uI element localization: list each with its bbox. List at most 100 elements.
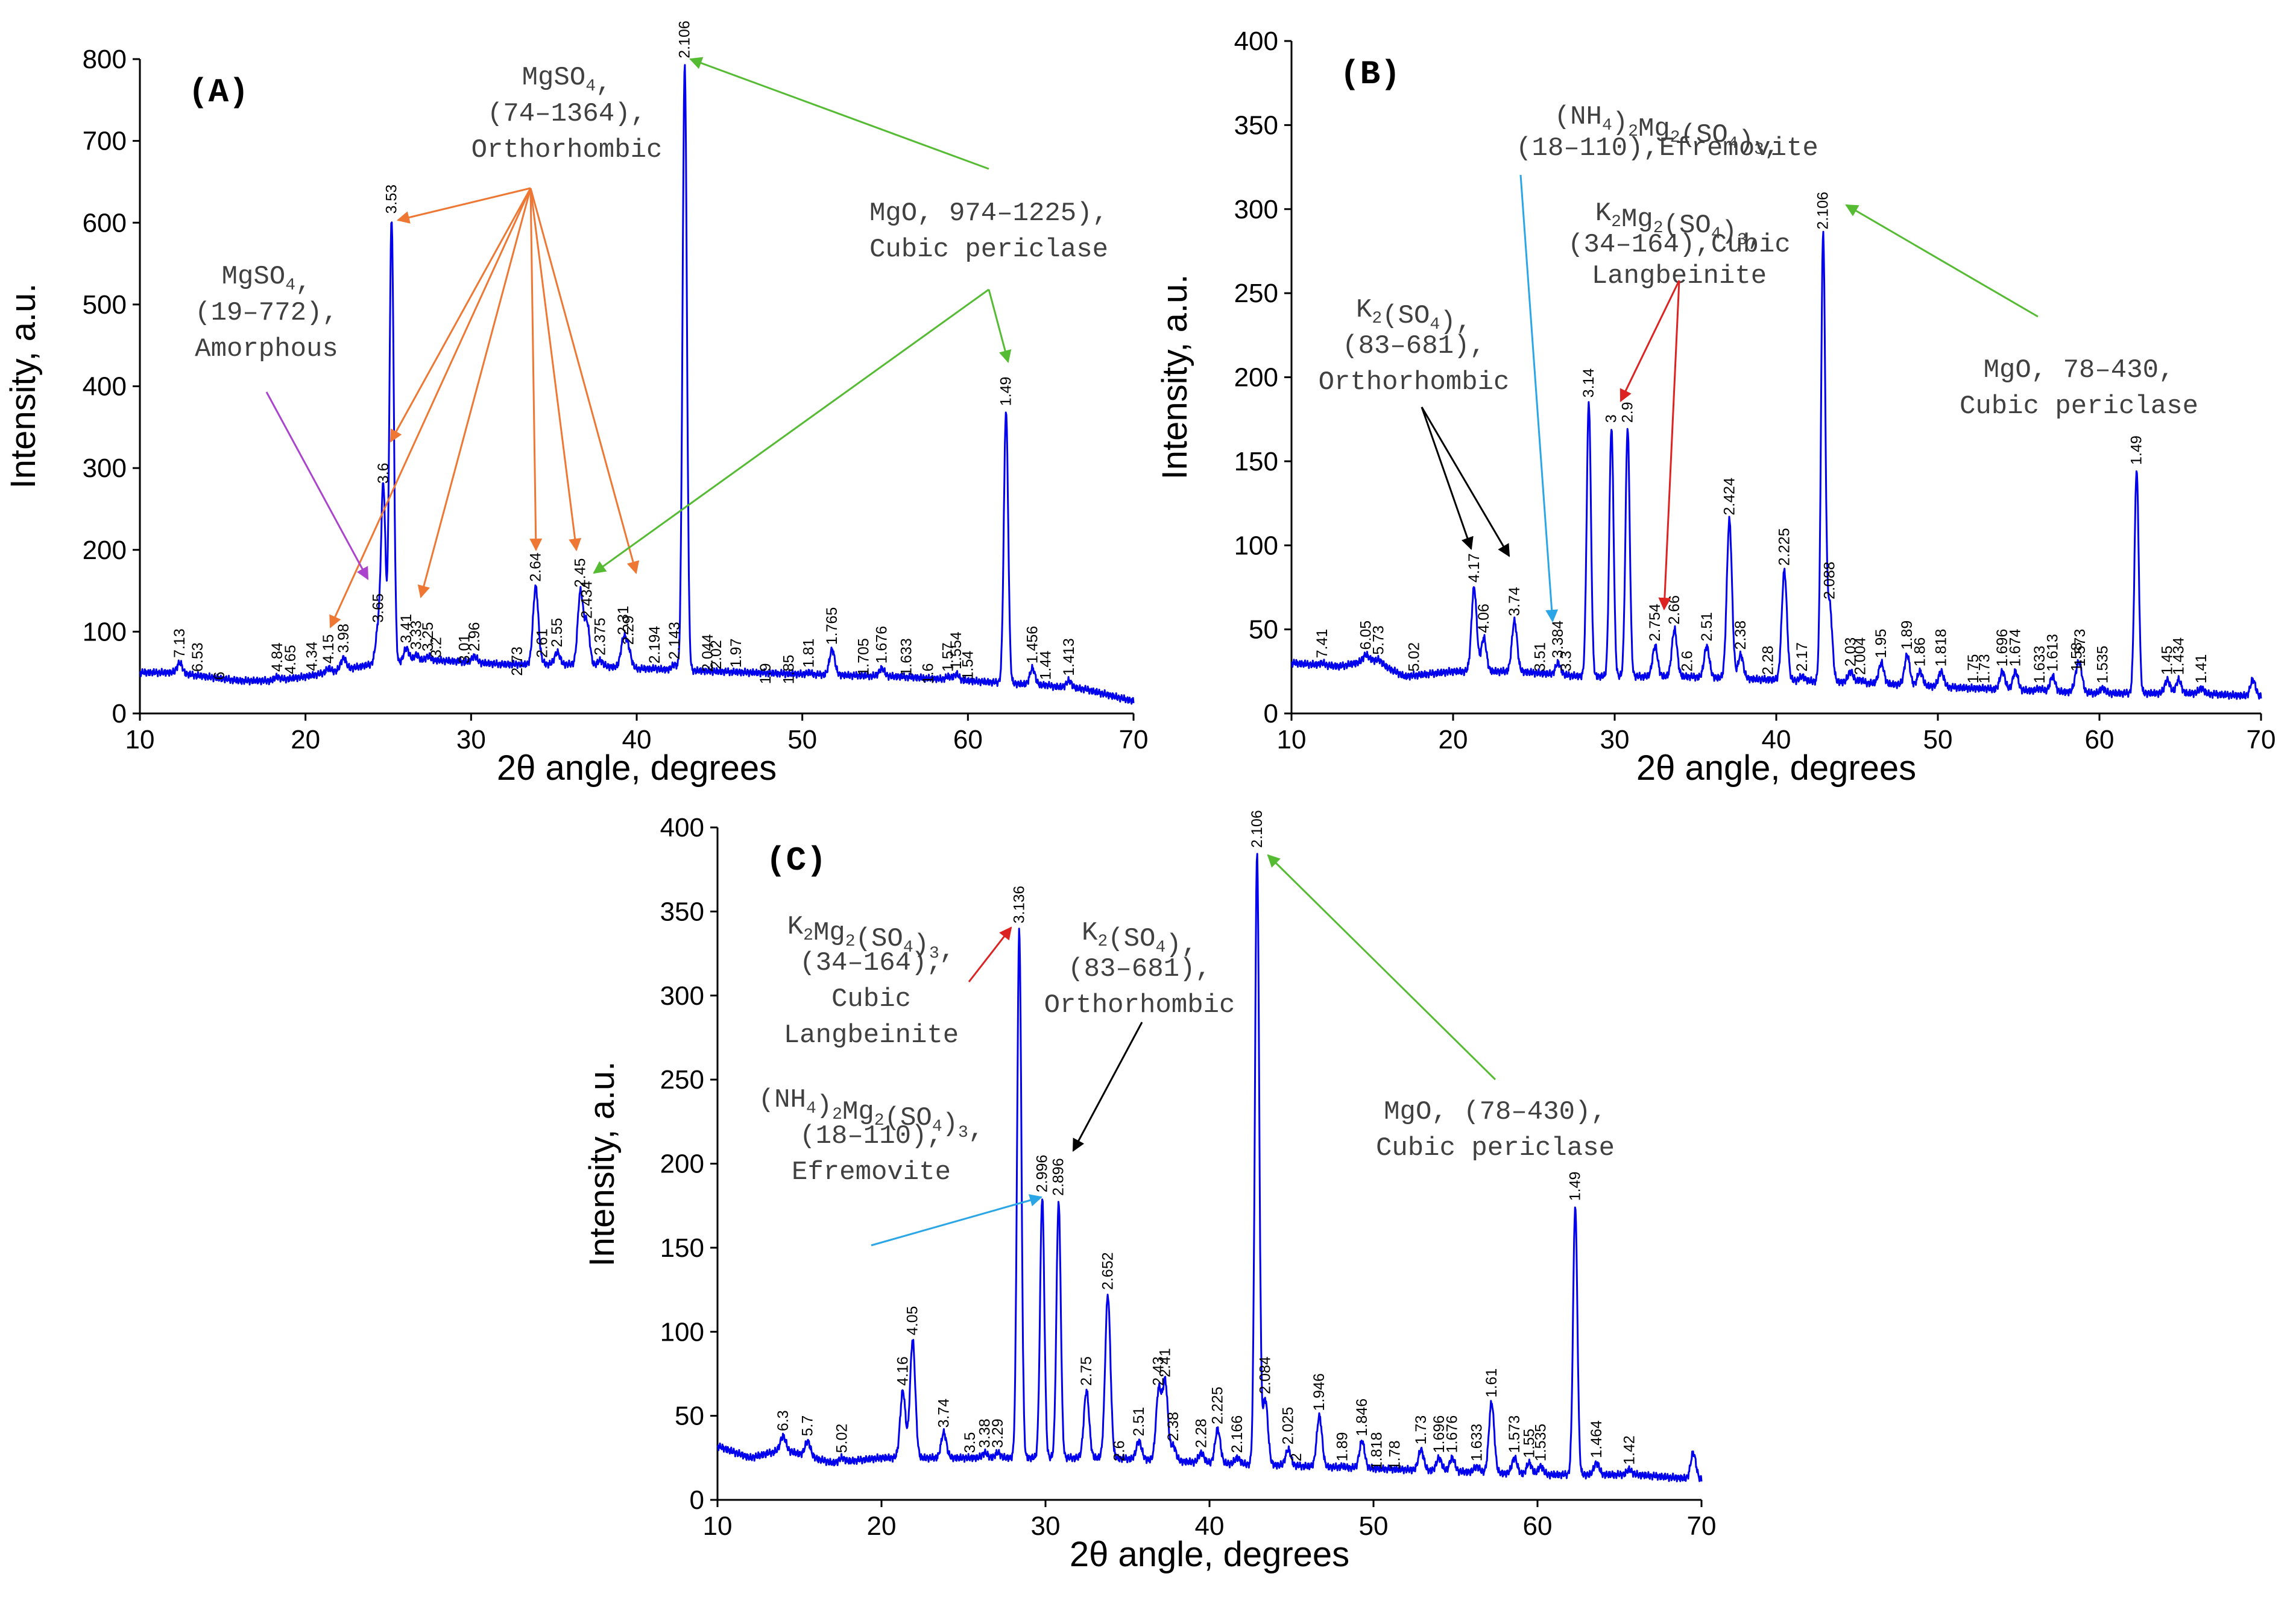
annotation-text-line: Orthorhombic bbox=[472, 135, 663, 165]
x-tick-label: 60 bbox=[1523, 1511, 1553, 1541]
x-tick-label: 20 bbox=[867, 1511, 897, 1541]
phase-annotation-red: K2Mg2(SO4)3,(34–164), Cubic Langbeinite bbox=[784, 912, 1012, 1051]
peak-d-spacing-label: 2.41 bbox=[1157, 1348, 1174, 1377]
y-tick-label: 150 bbox=[1234, 447, 1278, 476]
peak-d-spacing-label: 1.85 bbox=[781, 655, 798, 685]
y-tick-label: 0 bbox=[112, 699, 127, 729]
peak-d-spacing-label: 2.424 bbox=[1721, 478, 1738, 516]
peak-d-spacing-label: 2.896 bbox=[1050, 1158, 1067, 1196]
annotation-text-line: Orthorhombic bbox=[1044, 990, 1235, 1020]
peak-d-spacing-label: 1.633 bbox=[898, 638, 915, 676]
peak-d-spacing-label: 2.66 bbox=[1666, 595, 1683, 625]
phase-annotation-blue: (NH4)2Mg2(SO4)3,(18–110),Efremovite bbox=[1516, 102, 1818, 623]
peak-d-spacing-label: 1.554 bbox=[948, 631, 965, 669]
annotation-arrow bbox=[265, 391, 369, 580]
peak-d-spacing-label: 4.16 bbox=[894, 1356, 911, 1386]
phase-annotations: MgSO4,(74–1364),OrthorhombicMgSO4,(19–77… bbox=[195, 57, 2198, 1247]
peak-d-spacing-label: 1.535 bbox=[2094, 646, 2111, 684]
peak-d-spacing-label: 4.05 bbox=[904, 1306, 921, 1336]
peak-d-spacing-label: 3.53 bbox=[383, 185, 400, 214]
peak-d-spacing-label: 2.75 bbox=[1078, 1356, 1095, 1386]
annotation-text-line: MgO, (78–430), bbox=[1384, 1097, 1607, 1127]
peak-d-spacing-label: 5.7 bbox=[800, 1415, 816, 1437]
y-tick-label: 500 bbox=[83, 290, 127, 320]
diffraction-pattern-line bbox=[1291, 230, 2262, 700]
annotation-text-line: Efremovite bbox=[792, 1157, 951, 1187]
annotation-text-line: (74–1364), bbox=[487, 99, 646, 129]
peak-d-spacing-label: 4.84 bbox=[269, 642, 286, 672]
y-tick-label: 300 bbox=[1234, 195, 1278, 224]
diffraction-pattern-line bbox=[139, 64, 1135, 705]
x-tick-label: 10 bbox=[1277, 725, 1307, 754]
annotation-text-line: (19–772), bbox=[195, 298, 338, 328]
y-axis-title: Intensity, a.u. bbox=[582, 1061, 622, 1267]
peak-d-spacing-label: 2.166 bbox=[1229, 1415, 1246, 1453]
y-tick-label: 400 bbox=[660, 813, 704, 843]
peak-d-spacing-label: 1.676 bbox=[1444, 1415, 1461, 1453]
x-tick-label: 30 bbox=[1600, 725, 1630, 754]
peak-d-spacing-label: 3.3 bbox=[1558, 651, 1575, 672]
peak-d-spacing-label: 1.818 bbox=[1932, 629, 1949, 667]
x-tick-label: 50 bbox=[787, 725, 817, 754]
peak-d-spacing-label: 2.225 bbox=[1776, 528, 1793, 566]
peak-d-spacing-label: 1.78 bbox=[1386, 1441, 1403, 1470]
annotation-text-line: Cubic bbox=[831, 984, 911, 1014]
peak-d-spacing-label: 2.106 bbox=[676, 21, 693, 58]
peak-d-spacing-label: 1.705 bbox=[855, 638, 872, 676]
peak-d-spacing-label: 4.06 bbox=[1475, 604, 1492, 633]
y-tick-label: 350 bbox=[1234, 110, 1278, 140]
peak-d-spacing-label: 2.73 bbox=[509, 647, 526, 676]
peak-d-spacing-label: 1.696 bbox=[1994, 629, 2011, 667]
y-tick-label: 700 bbox=[83, 127, 127, 156]
y-tick-label: 100 bbox=[83, 617, 127, 647]
peak-d-spacing-label: 1.81 bbox=[801, 639, 818, 668]
peak-d-spacing-label: 2.31 bbox=[615, 605, 632, 635]
peak-d-spacing-label: 4.65 bbox=[282, 645, 299, 674]
y-tick-label: 200 bbox=[660, 1149, 704, 1179]
panel-label: (A) bbox=[188, 73, 249, 112]
annotation-arrow bbox=[396, 187, 531, 224]
peak-d-spacing-label: 2.64 bbox=[527, 552, 544, 582]
y-tick-label: 50 bbox=[1249, 615, 1278, 645]
x-tick-label: 10 bbox=[125, 725, 155, 754]
phase-annotation-blue: (NH4)2Mg2(SO4)3,(18–110),Efremovite bbox=[758, 1085, 1043, 1247]
y-tick-label: 300 bbox=[83, 454, 127, 483]
x-tick-label: 40 bbox=[1762, 725, 1791, 754]
peak-d-spacing-label: 2.106 bbox=[1249, 810, 1266, 848]
x-tick-label: 30 bbox=[456, 725, 486, 754]
panel-label: (B) bbox=[1340, 55, 1401, 93]
peak-d-spacing-label: 3.51 bbox=[1532, 642, 1549, 672]
peak-d-spacing-label: 1.6 bbox=[919, 663, 936, 685]
annotation-text-line: Langbeinite bbox=[784, 1020, 959, 1051]
peak-d-spacing-label: 2.28 bbox=[1193, 1418, 1210, 1448]
y-tick-label: 400 bbox=[1234, 27, 1278, 56]
peak-d-spacing-label: 2.29 bbox=[620, 616, 637, 645]
y-tick-label: 100 bbox=[660, 1317, 704, 1347]
peak-d-spacing-label: 1.44 bbox=[1037, 651, 1054, 680]
peak-d-spacing-label: 3.98 bbox=[335, 624, 352, 653]
peak-d-spacing-label: 3.01 bbox=[456, 634, 473, 664]
peak-d-spacing-label: 1.49 bbox=[2128, 435, 2145, 465]
y-tick-label: 250 bbox=[1234, 279, 1278, 308]
peak-d-spacing-label: 2.45 bbox=[572, 558, 589, 588]
peak-d-spacing-label: 2.9 bbox=[1619, 402, 1636, 423]
peak-d-spacing-label: 1.633 bbox=[2031, 646, 2048, 684]
peak-d-spacing-label: 1.573 bbox=[2072, 629, 2089, 667]
peak-d-spacing-label: 7.13 bbox=[171, 628, 188, 658]
phase-annotation-black: K2(SO4),(83–681), Orthorhombic bbox=[1319, 295, 1510, 557]
x-tick-label: 70 bbox=[2247, 725, 2276, 754]
peak-d-spacing-label: 2.03 bbox=[1842, 637, 1859, 667]
peak-d-spacing-label: 6.53 bbox=[189, 642, 206, 672]
peak-d-spacing-label: 1.73 bbox=[1976, 654, 1993, 684]
peak-d-spacing-label: 2.96 bbox=[466, 622, 483, 651]
peak-d-spacing-label: 2.02 bbox=[708, 640, 725, 669]
annotation-arrow bbox=[1267, 854, 1496, 1081]
peak-d-spacing-label: 2.434 bbox=[579, 581, 596, 619]
x-axis-title: 2θ angle, degrees bbox=[1070, 1535, 1349, 1574]
annotation-arrow bbox=[1519, 174, 1559, 623]
peak-d-spacing-label: 1.434 bbox=[2170, 637, 2187, 675]
peak-d-spacing-label: 2.084 bbox=[1257, 1356, 1273, 1394]
peak-d-spacing-label: 1.86 bbox=[1912, 637, 1929, 667]
x-tick-label: 40 bbox=[622, 725, 652, 754]
annotation-arrow bbox=[529, 188, 640, 575]
